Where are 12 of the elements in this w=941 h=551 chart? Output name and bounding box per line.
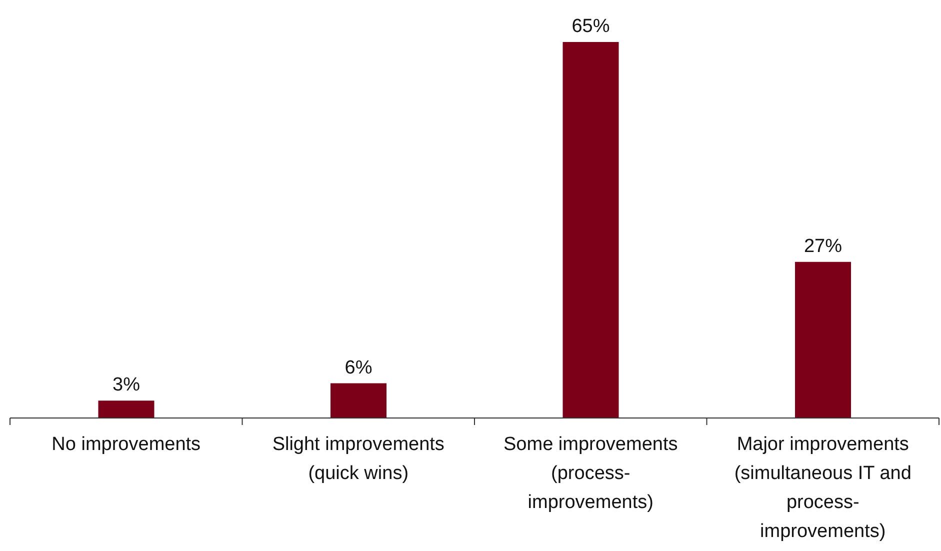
bar xyxy=(795,262,852,418)
x-tick-label: Some improvements (process-improvements) xyxy=(504,434,678,513)
bar xyxy=(330,383,387,418)
data-label: 27% xyxy=(804,236,842,257)
data-label: 6% xyxy=(344,357,372,378)
x-tick-label: Slight improvements (quick wins) xyxy=(272,434,444,484)
x-tick-label: Major improvements (simultaneous IT and process-improvements) xyxy=(734,434,912,542)
bar xyxy=(98,400,154,418)
bar xyxy=(562,42,619,418)
data-label: 3% xyxy=(112,374,140,396)
data-label: 65% xyxy=(572,16,610,37)
x-tick-label: No improvements xyxy=(52,434,201,455)
